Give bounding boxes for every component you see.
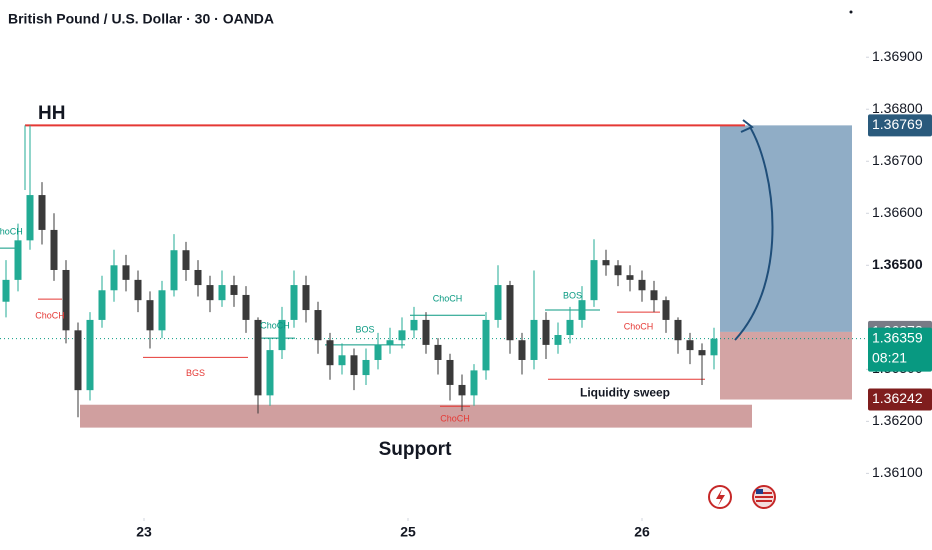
- candle-body: [674, 319, 682, 341]
- candle-body: [494, 285, 502, 320]
- candle-body: [254, 319, 262, 396]
- candle-body: [230, 285, 238, 295]
- y-tick-label: 1.36600: [872, 204, 923, 220]
- candle-body: [50, 229, 58, 270]
- candle-body: [470, 370, 478, 396]
- x-tick-label: 23: [136, 524, 152, 540]
- candle-body: [602, 260, 610, 266]
- price-badge: [868, 114, 932, 137]
- support-label: Support: [379, 439, 452, 460]
- price-badge-label: 1.36769: [872, 116, 923, 132]
- chart-title: British Pound / U.S. Dollar · 30 · OANDA: [8, 11, 274, 27]
- candle-body: [578, 300, 586, 320]
- alert-icon[interactable]: [708, 485, 732, 509]
- candle-body: [26, 195, 34, 241]
- price-badge-label: 1.36242: [872, 390, 923, 406]
- candle-body: [446, 359, 454, 385]
- candle-body: [542, 319, 550, 345]
- candle-body: [650, 290, 658, 301]
- candle-body: [362, 359, 370, 376]
- candle-body: [194, 269, 202, 286]
- candle-body: [62, 269, 70, 331]
- menu-dot[interactable]: [849, 10, 853, 14]
- structure-label: ChoCH: [35, 310, 65, 320]
- candle-body: [314, 310, 322, 341]
- target-arrow: [734, 126, 774, 341]
- candle-body: [38, 195, 46, 230]
- candle-body: [218, 285, 226, 301]
- candle-body: [146, 300, 154, 331]
- candle-body: [566, 319, 574, 336]
- candle-body: [662, 300, 670, 320]
- candle-body: [86, 319, 94, 391]
- y-tick-label: 1.36100: [872, 464, 923, 480]
- x-tick-label: 25: [400, 524, 416, 540]
- candle-body: [434, 344, 442, 360]
- candle-body: [626, 275, 634, 280]
- candle-body: [710, 338, 718, 356]
- candle-body: [290, 285, 298, 320]
- stop-zone: [720, 331, 852, 400]
- candle-body: [158, 290, 166, 331]
- structure-label: ChoCH: [624, 321, 654, 331]
- candle-body: [410, 319, 418, 331]
- y-tick-label: 1.36700: [872, 152, 923, 168]
- candle-body: [110, 265, 118, 291]
- structure-label: BOS: [563, 290, 582, 300]
- structure-label: BGS: [186, 368, 205, 378]
- structure-label: ChoCH: [440, 414, 470, 424]
- price-badge: [868, 388, 932, 411]
- candle-body: [74, 330, 82, 391]
- candle-body: [458, 384, 466, 396]
- hh-label: HH: [38, 103, 65, 124]
- candle-body: [182, 250, 190, 270]
- candle-body: [242, 294, 250, 320]
- structure-label: BOS: [355, 324, 374, 334]
- candle-body: [638, 279, 646, 291]
- candle-body: [590, 260, 598, 301]
- y-tick-label: 1.36500: [872, 256, 923, 272]
- candle-body: [698, 350, 706, 356]
- candle-body: [134, 279, 142, 301]
- support-zone: [80, 404, 752, 428]
- structure-label: ChoCH: [433, 294, 463, 304]
- candle-body: [302, 285, 310, 311]
- candle-body: [14, 240, 22, 280]
- candle-body: [554, 335, 562, 345]
- structure-label: ChoCH: [0, 227, 23, 237]
- candle-body: [2, 279, 10, 302]
- candle-body: [98, 290, 106, 320]
- candle-body: [170, 250, 178, 291]
- y-tick-label: 1.36800: [872, 100, 923, 116]
- candle-body: [386, 340, 394, 345]
- candle-body: [122, 265, 130, 280]
- candle-body: [326, 340, 334, 366]
- candle-body: [614, 265, 622, 276]
- candle-body: [374, 344, 382, 360]
- candle-body: [398, 330, 406, 341]
- candle-body: [506, 285, 514, 341]
- countdown: 08:21: [872, 349, 907, 365]
- sweep-label: Liquidity sweep: [580, 385, 670, 399]
- price-badge: [868, 327, 932, 372]
- flag-icon[interactable]: [752, 485, 776, 509]
- arrow-head: [740, 119, 754, 133]
- x-tick-label: 26: [634, 524, 650, 540]
- candle-body: [530, 319, 538, 360]
- price-badge-label: 1.36359: [872, 329, 923, 345]
- y-tick-label: 1.36900: [872, 48, 923, 64]
- candle-body: [422, 319, 430, 345]
- candle-body: [278, 319, 286, 351]
- target-zone: [720, 125, 852, 332]
- candle-body: [338, 355, 346, 366]
- candle-body: [482, 319, 490, 371]
- candle-body: [686, 340, 694, 351]
- y-tick-label: 1.36200: [872, 412, 923, 428]
- structure-label: ChoCH: [260, 321, 290, 331]
- candle-body: [206, 285, 214, 301]
- candle-body: [266, 350, 274, 396]
- candle-body: [518, 340, 526, 360]
- candle-body: [350, 355, 358, 376]
